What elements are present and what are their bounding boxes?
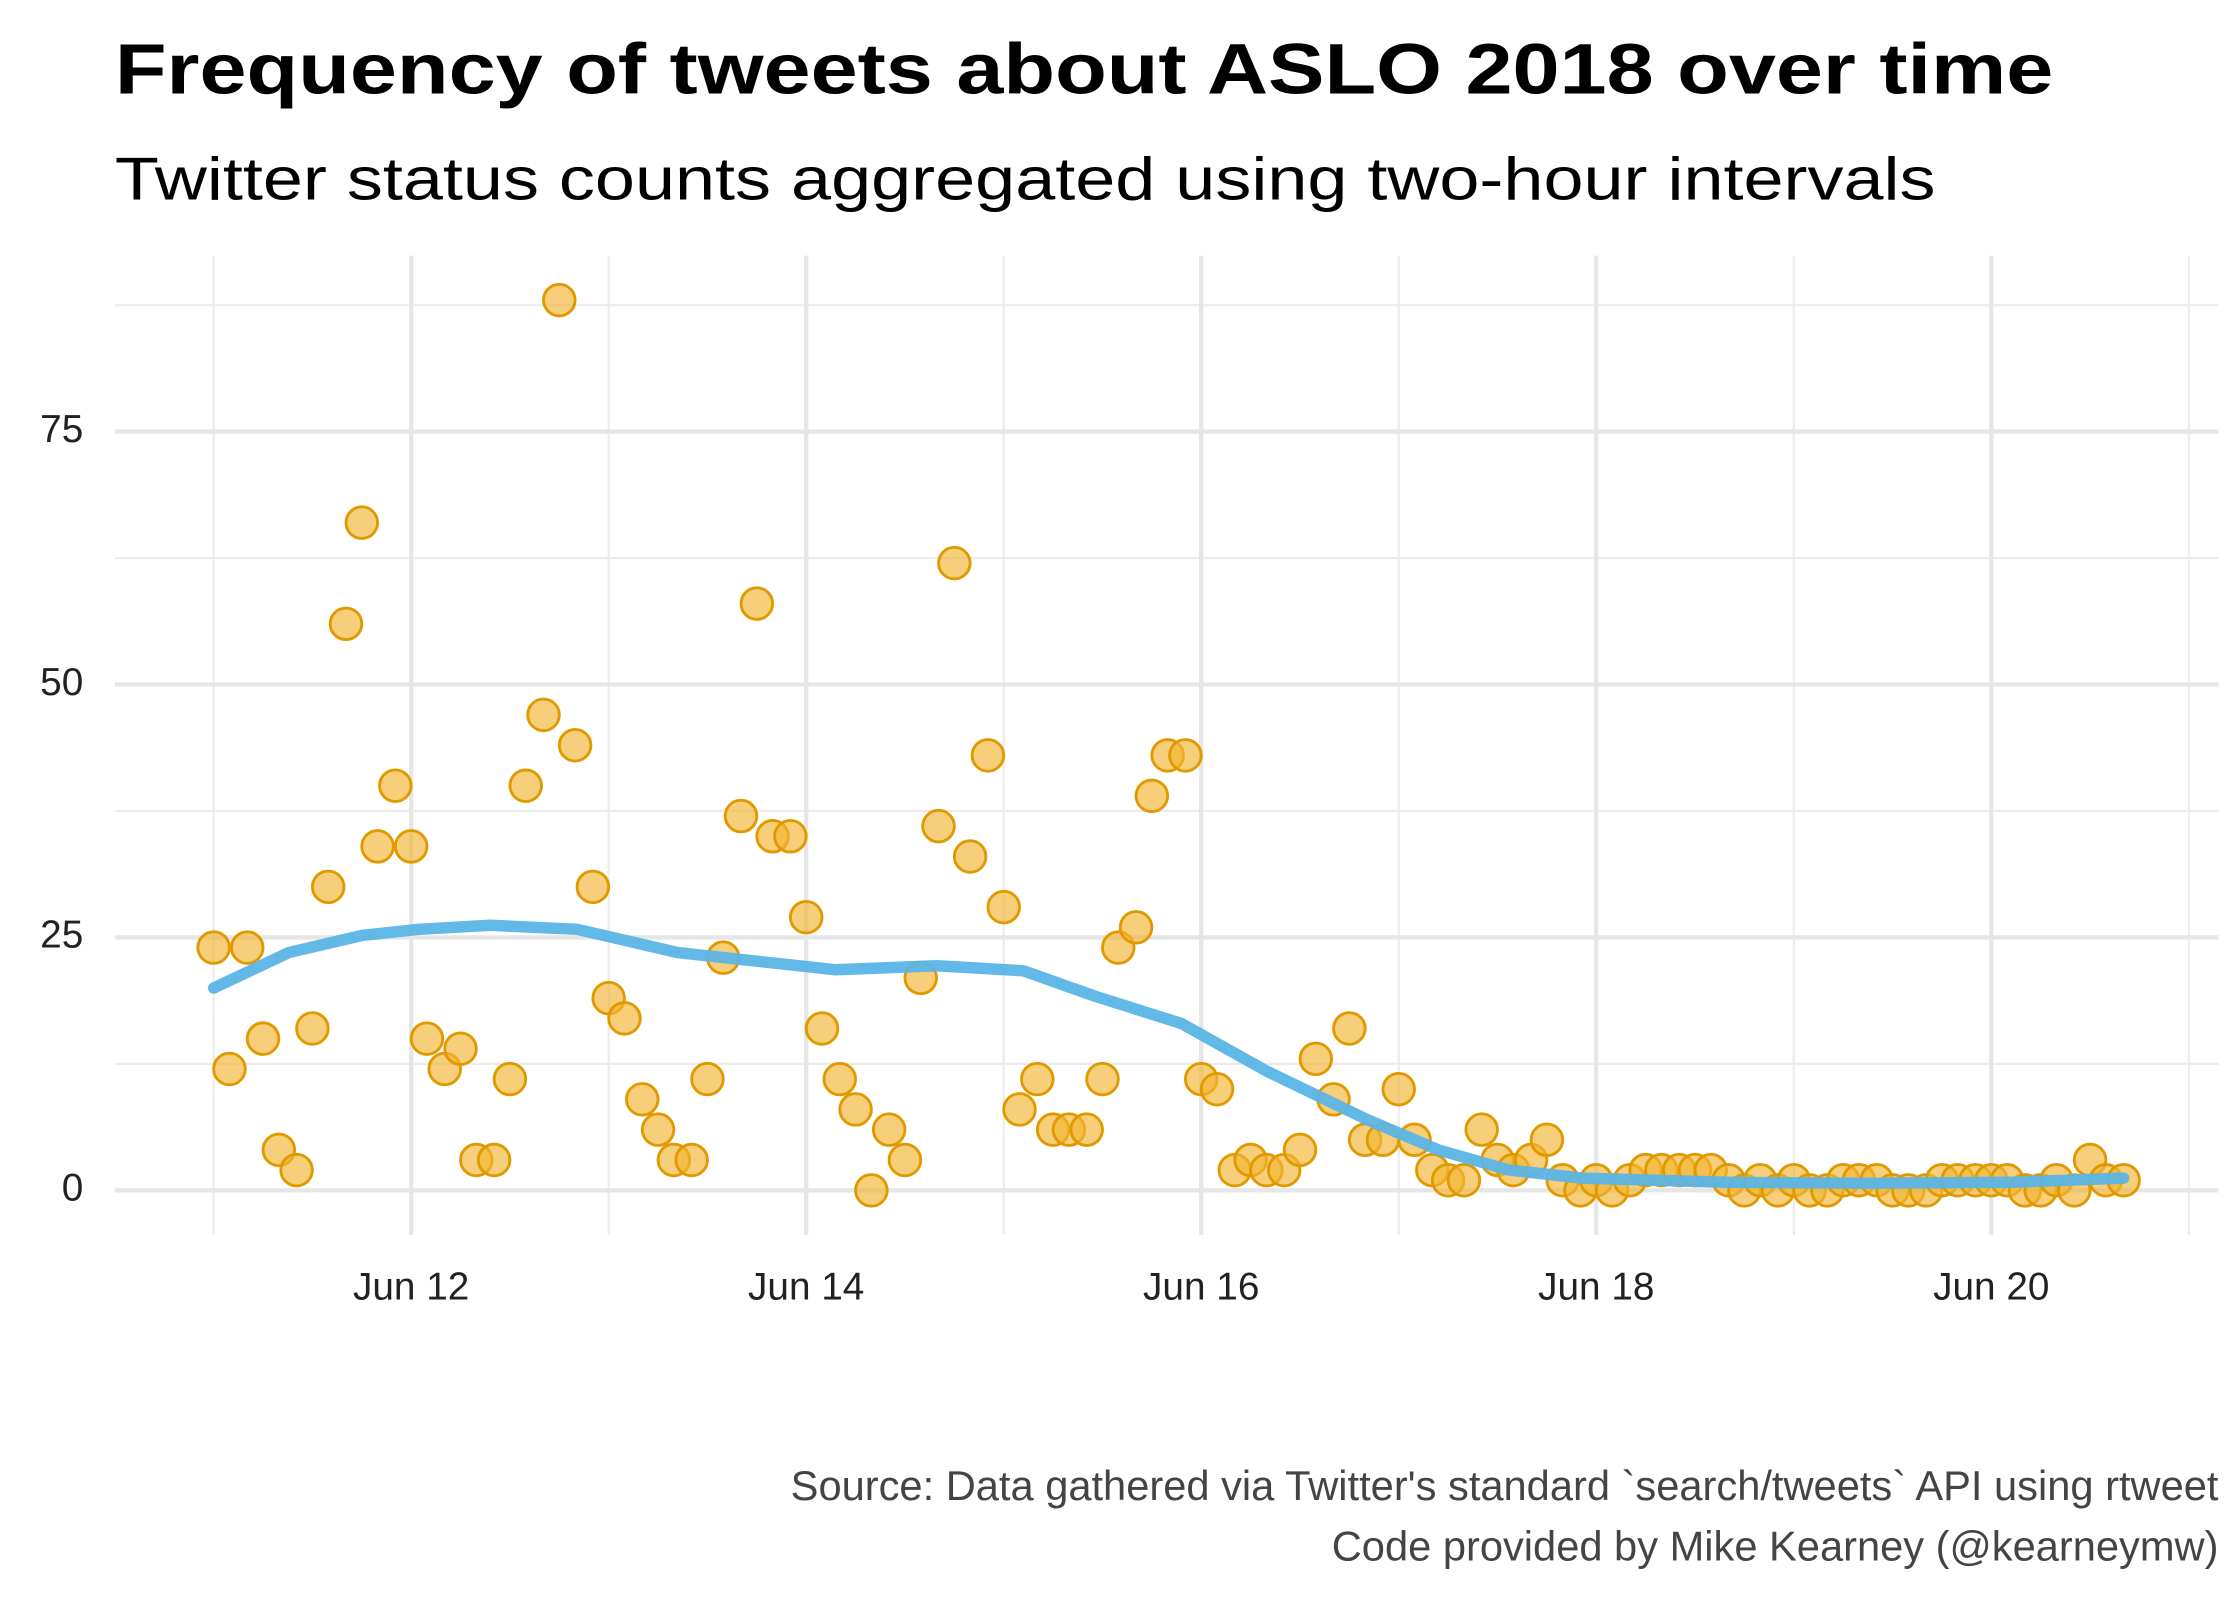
- point: [1118, 910, 1154, 945]
- y-tick-label: 0: [62, 1167, 84, 1210]
- point: [393, 829, 429, 864]
- point: [1002, 1092, 1037, 1127]
- point: [1381, 1071, 1416, 1107]
- point: [575, 869, 611, 905]
- x-tick-label: Jun 20: [1933, 1266, 2049, 1309]
- point: [360, 829, 395, 864]
- point: [526, 697, 561, 733]
- point: [937, 545, 972, 581]
- point: [1020, 1061, 1055, 1097]
- point: [723, 798, 759, 834]
- caption: Source: Data gathered via Twitter's stan…: [791, 1462, 2219, 1509]
- point: [822, 1061, 858, 1097]
- point: [854, 1173, 889, 1208]
- point: [1332, 1011, 1367, 1046]
- point: [952, 839, 988, 874]
- point: [1282, 1132, 1318, 1168]
- x-tick-label: Jun 14: [748, 1266, 864, 1309]
- point: [871, 1112, 907, 1147]
- point: [640, 1112, 676, 1147]
- point: [476, 1142, 512, 1178]
- point: [1168, 738, 1203, 773]
- point: [690, 1061, 725, 1097]
- chart-title: Frequency of tweets about ASLO 2018 over…: [115, 30, 2053, 110]
- y-tick-label: 25: [40, 914, 83, 957]
- y-tick-label: 75: [40, 408, 83, 451]
- caption: Code provided by Mike Kearney (@kearneym…: [1332, 1522, 2219, 1569]
- point: [921, 808, 956, 844]
- y-tick-label: 50: [40, 661, 83, 704]
- point: [986, 889, 1021, 925]
- point: [229, 930, 265, 965]
- point: [887, 1142, 923, 1178]
- point: [1085, 1061, 1120, 1097]
- point: [773, 819, 808, 854]
- point: [674, 1142, 709, 1178]
- point: [328, 606, 364, 642]
- point: [607, 1001, 642, 1036]
- point: [245, 1021, 281, 1056]
- point: [804, 1011, 840, 1046]
- x-tick-label: Jun 16: [1143, 1266, 1259, 1309]
- point: [310, 869, 346, 905]
- point: [1529, 1122, 1565, 1157]
- point: [838, 1092, 873, 1127]
- point: [212, 1051, 247, 1087]
- point: [295, 1011, 330, 1046]
- point: [378, 768, 413, 803]
- chart-subtitle: Twitter status counts aggregated using t…: [115, 145, 1936, 213]
- point: [1298, 1041, 1334, 1077]
- x-tick-label: Jun 18: [1538, 1266, 1654, 1309]
- point: [1199, 1071, 1235, 1107]
- point: [196, 930, 231, 965]
- point: [557, 727, 593, 763]
- point: [788, 899, 824, 935]
- point: [492, 1061, 528, 1097]
- point: [1446, 1162, 1482, 1198]
- point: [443, 1031, 478, 1066]
- point: [508, 768, 543, 803]
- point: [1464, 1112, 1499, 1147]
- x-tick-label: Jun 12: [353, 1266, 469, 1309]
- point: [739, 586, 775, 621]
- point: [1069, 1112, 1104, 1147]
- point: [279, 1152, 314, 1188]
- point: [542, 282, 577, 318]
- point: [344, 505, 380, 540]
- point: [409, 1021, 445, 1056]
- smooth-line: [207, 919, 2130, 1190]
- point: [1134, 778, 1170, 814]
- point: [625, 1082, 660, 1117]
- point: [970, 738, 1006, 773]
